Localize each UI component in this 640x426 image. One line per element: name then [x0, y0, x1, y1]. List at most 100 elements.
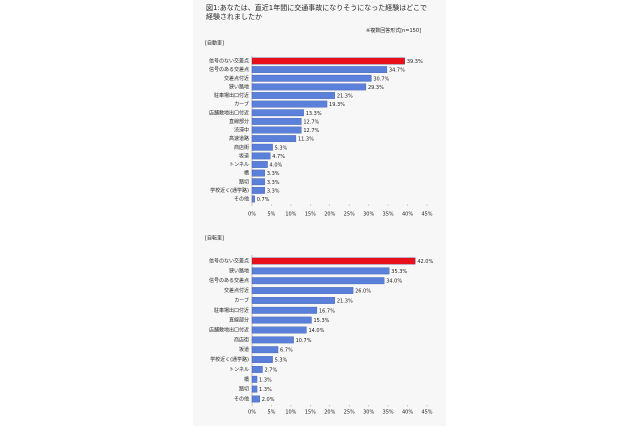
category-label: 高速道路: [229, 135, 249, 142]
value-label: 3.3%: [267, 188, 280, 194]
category-label: 信号のある交差点: [209, 277, 249, 284]
bar: [251, 306, 318, 314]
x-tick-label: 20%: [324, 212, 335, 218]
value-label: 10.7%: [296, 338, 312, 344]
category-label: 商店街: [234, 336, 249, 343]
category-label: 渋滞中: [234, 127, 249, 134]
bar: [251, 83, 367, 91]
bar: [251, 366, 263, 373]
value-label: 16.7%: [319, 308, 335, 314]
value-label: 34.7%: [389, 68, 405, 74]
value-label: 2.0%: [262, 397, 275, 403]
category-label: カーブ: [234, 101, 249, 108]
value-label: 30.7%: [373, 76, 389, 82]
bar: [251, 135, 297, 143]
x-tick-label: 35%: [383, 212, 394, 218]
x-tick-label: 10%: [285, 212, 296, 218]
bar: [251, 257, 416, 265]
bar: [251, 297, 335, 304]
x-tick-label: 20%: [324, 410, 335, 416]
category-label: 商店街: [234, 144, 249, 151]
note: ※複数回答形式[n=150]: [366, 28, 421, 34]
bar: [251, 277, 385, 285]
category-label: トンネル: [229, 162, 249, 168]
category-label: 信号のない交差点: [209, 58, 249, 65]
value-label: 6.7%: [280, 348, 293, 354]
category-label: 店舗敷地出口付近: [209, 327, 249, 334]
value-label: 21.3%: [337, 298, 353, 304]
bar: [251, 109, 304, 117]
value-label: 35.3%: [391, 269, 407, 275]
value-label: 3.3%: [267, 180, 280, 186]
x-tick-label: 35%: [383, 410, 394, 416]
x-tick-label: 0%: [248, 212, 256, 218]
value-label: 12.7%: [303, 128, 319, 134]
value-label: 39.3%: [407, 59, 423, 65]
category-label: カーブ: [234, 297, 249, 304]
category-label: 坂道: [239, 152, 249, 159]
category-label: 狭い路地: [229, 267, 249, 274]
x-tick-label: 5%: [267, 212, 275, 218]
bar: [251, 66, 388, 74]
category-label: 信号のある交差点: [209, 66, 249, 73]
bar: [251, 336, 294, 344]
bar: [251, 92, 335, 99]
value-label: 14.0%: [308, 328, 324, 334]
bar: [251, 143, 273, 151]
section-label: [自動車]: [205, 40, 224, 47]
x-tick-label: 40%: [402, 410, 413, 416]
category-label: 橋: [244, 376, 249, 383]
bar: [251, 169, 265, 177]
x-tick-label: 30%: [363, 410, 374, 416]
bar: [251, 267, 390, 275]
x-tick-label: 45%: [421, 212, 432, 218]
bar: [251, 178, 265, 186]
bar: [251, 195, 255, 203]
x-tick-label: 15%: [305, 212, 316, 218]
category-label: 踏切: [239, 386, 249, 393]
value-label: 15.3%: [314, 318, 330, 324]
value-label: 26.0%: [355, 289, 371, 295]
x-tick-label: 15%: [305, 410, 316, 416]
section-label: [自転車]: [205, 235, 224, 242]
x-tick-label: 25%: [344, 410, 355, 416]
bar: [251, 126, 302, 134]
value-label: 34.0%: [386, 279, 402, 285]
value-label: 12.7%: [303, 119, 319, 125]
category-label: 狭い路地: [229, 83, 249, 90]
x-tick-label: 25%: [344, 212, 355, 218]
category-label: 直線部分: [229, 317, 249, 324]
category-label: 学校近く(通学路): [210, 187, 249, 194]
value-label: 13.3%: [306, 111, 322, 117]
value-label: 42.0%: [417, 259, 433, 265]
x-tick-label: 5%: [267, 410, 275, 416]
value-label: 11.3%: [298, 137, 314, 143]
value-label: 19.3%: [329, 102, 345, 108]
category-label: 信号のない交差点: [209, 258, 249, 265]
x-tick-label: 0%: [248, 410, 256, 416]
x-tick-label: 10%: [285, 410, 296, 416]
category-label: 交差点付近: [224, 287, 249, 294]
category-label: 交差点付近: [224, 75, 249, 82]
bar: [251, 326, 307, 334]
x-tick-label: 45%: [421, 410, 432, 416]
bar: [251, 385, 258, 393]
value-label: 29.3%: [368, 85, 384, 91]
bar: [251, 375, 258, 383]
bar: [251, 152, 271, 160]
category-label: その他: [234, 396, 249, 403]
category-label: 学校近く(通学路): [210, 356, 249, 363]
value-label: 2.7%: [265, 367, 278, 373]
value-label: 3.3%: [267, 171, 280, 177]
bar: [251, 287, 354, 294]
value-label: 4.0%: [270, 163, 283, 169]
bar: [251, 346, 279, 354]
bar: [251, 316, 312, 324]
category-label: 店舗敷地出口付近: [209, 109, 249, 116]
value-label: 21.3%: [337, 94, 353, 100]
category-label: 坂道: [239, 346, 249, 353]
bar: [251, 117, 302, 125]
title: 図1:あなたは、直近1年間に交通事故になりそうになった経験はどこで経験されました…: [206, 4, 428, 21]
bar: [251, 74, 372, 82]
